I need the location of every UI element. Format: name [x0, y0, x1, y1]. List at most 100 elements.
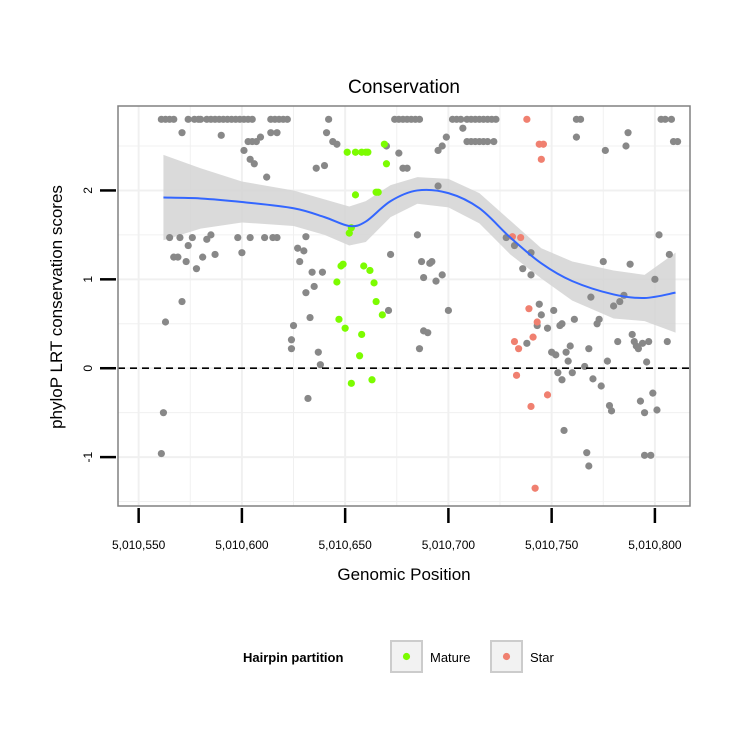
- data-point-other: [552, 351, 560, 359]
- data-point-other: [554, 369, 562, 377]
- data-point-other: [527, 271, 535, 279]
- y-tick-label: 2: [81, 187, 95, 194]
- data-point-other: [550, 306, 558, 315]
- data-point-other: [459, 124, 467, 132]
- data-point-other: [634, 345, 642, 353]
- data-point-other: [261, 233, 269, 242]
- data-point-other: [647, 451, 655, 459]
- data-point-other: [161, 318, 170, 326]
- data-point-other: [636, 397, 645, 405]
- data-point-mature: [382, 160, 391, 168]
- data-point-other: [415, 345, 424, 353]
- data-point-star: [537, 155, 545, 163]
- data-point-other: [420, 273, 428, 282]
- data-point-other: [603, 357, 612, 365]
- data-point-other: [182, 257, 190, 266]
- data-point-other: [267, 129, 275, 137]
- data-point-other: [432, 277, 440, 285]
- data-point-other: [523, 339, 531, 347]
- data-point-other: [609, 302, 618, 310]
- data-point-other: [589, 375, 597, 383]
- data-point-other: [484, 137, 492, 146]
- data-point-mature: [333, 278, 341, 286]
- data-point-other: [438, 142, 446, 150]
- confidence-band: [163, 154, 676, 333]
- data-point-star: [515, 345, 523, 353]
- data-point-other: [566, 342, 574, 350]
- data-point-star: [539, 140, 547, 148]
- data-point-mature: [341, 324, 349, 332]
- data-point-mature: [351, 148, 360, 156]
- data-point-other: [519, 265, 527, 273]
- data-point-other: [300, 247, 308, 255]
- data-point-other: [413, 231, 422, 239]
- data-point-mature: [374, 188, 382, 196]
- data-point-other: [248, 115, 256, 123]
- data-point-other: [428, 257, 436, 266]
- data-point-mature: [335, 315, 343, 323]
- data-point-mature: [368, 376, 376, 384]
- data-point-other: [312, 164, 320, 172]
- data-point-other: [628, 330, 636, 339]
- data-point-other: [616, 297, 624, 306]
- data-point-other: [655, 231, 663, 239]
- data-point-mature: [360, 262, 368, 270]
- data-point-star: [531, 484, 539, 492]
- data-point-mature: [339, 260, 347, 268]
- data-point-other: [263, 173, 271, 181]
- data-point-other: [543, 324, 552, 332]
- data-point-other: [403, 164, 411, 172]
- data-point-other: [663, 337, 671, 346]
- data-point-mature: [343, 148, 351, 156]
- data-point-other: [306, 313, 314, 322]
- x-tick-label: 5,010,750: [525, 538, 579, 552]
- data-point-other: [417, 257, 426, 266]
- y-tick-label: 1: [81, 276, 95, 283]
- data-point-other: [384, 306, 393, 315]
- data-point-star: [525, 305, 533, 313]
- data-point-mature: [370, 279, 378, 287]
- data-point-star: [543, 391, 552, 399]
- y-tick-label: 0: [81, 365, 95, 372]
- y-tick-label: -1: [81, 451, 95, 462]
- data-point-other: [558, 376, 566, 384]
- x-tick-label: 5,010,550: [112, 538, 166, 552]
- data-point-other: [568, 369, 576, 377]
- data-point-mature: [347, 379, 355, 387]
- data-point-other: [188, 233, 196, 242]
- data-point-mature: [358, 330, 366, 339]
- data-point-other: [304, 394, 312, 403]
- data-point-mature: [356, 352, 364, 360]
- data-point-other: [444, 306, 452, 315]
- data-point-other: [492, 115, 500, 123]
- data-point-other: [174, 253, 182, 261]
- legend-title: Hairpin partition: [243, 650, 343, 665]
- data-point-other: [310, 282, 318, 291]
- data-point-mature: [372, 297, 380, 306]
- data-point-star: [510, 337, 519, 346]
- data-point-other: [674, 137, 682, 146]
- chart-title: Conservation: [348, 77, 460, 98]
- data-point-other: [386, 250, 395, 259]
- x-axis-title: Genomic Position: [337, 565, 470, 584]
- data-point-star: [512, 371, 521, 379]
- data-point-other: [585, 345, 593, 353]
- y-axis: -1 0 1 2: [81, 187, 116, 462]
- data-point-mature: [351, 191, 360, 199]
- data-point-star: [527, 402, 535, 411]
- data-point-other: [599, 257, 607, 266]
- data-point-other: [442, 133, 450, 141]
- data-point-star: [523, 115, 531, 123]
- data-point-other: [651, 275, 659, 283]
- data-point-other: [250, 160, 258, 168]
- data-point-other: [333, 140, 341, 148]
- data-point-mature: [378, 311, 386, 319]
- data-point-other: [294, 244, 302, 252]
- data-point-other: [296, 257, 304, 266]
- data-point-other: [308, 268, 316, 276]
- data-point-other: [583, 449, 591, 457]
- data-point-other: [601, 146, 609, 155]
- data-point-other: [314, 348, 322, 356]
- data-point-star: [517, 233, 525, 242]
